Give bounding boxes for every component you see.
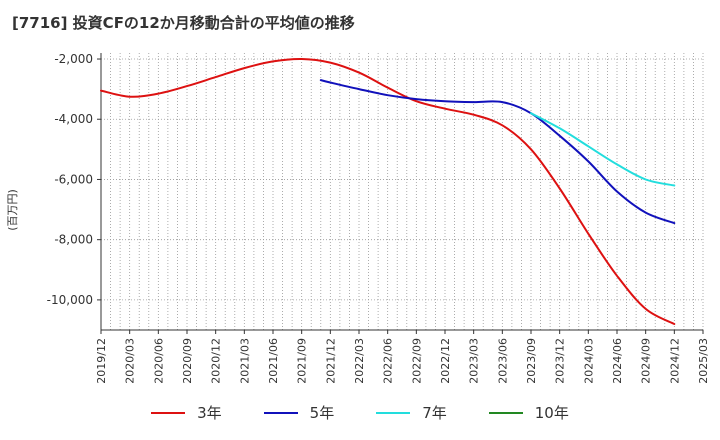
- x-tick-label: 2020/06: [152, 338, 165, 384]
- x-tick-label: 2021/03: [238, 338, 251, 384]
- legend-swatch: [488, 411, 523, 414]
- chart-title: [7716] 投資CFの12か月移動合計の平均値の推移: [12, 14, 355, 32]
- legend-label: 3年: [197, 404, 222, 422]
- x-tick-label: 2022/09: [410, 338, 423, 384]
- legend-swatch: [263, 411, 298, 414]
- x-tick-label: 2022/06: [382, 338, 395, 384]
- legend-label: 10年: [534, 404, 569, 422]
- y-tick-label: -2,000: [54, 52, 93, 66]
- line-chart: -2,000 -4,000 -6,000 -8,000 -10,000 2019/12 20…: [47, 52, 710, 384]
- x-tick-label: 2023/12: [554, 338, 567, 384]
- legend-item-4: 10年: [488, 402, 569, 423]
- x-tick-label: 2023/06: [496, 338, 509, 384]
- x-tick-label: 2022/12: [439, 338, 452, 384]
- legend: 3年 5年 7年 10年: [0, 402, 720, 423]
- legend-label: 7年: [422, 404, 447, 422]
- series-line-2: [319, 79, 676, 225]
- legend-item-3: 7年: [376, 402, 447, 423]
- x-tick-label: 2025/03: [697, 338, 710, 384]
- legend-item-2: 5年: [263, 402, 335, 423]
- legend-swatch: [151, 411, 186, 414]
- x-tick-label: 2024/06: [611, 338, 624, 384]
- x-tick-label: 2020/09: [181, 338, 194, 384]
- x-tick-label: 2021/12: [324, 338, 337, 384]
- x-tick-label: 2022/03: [353, 338, 366, 384]
- y-tick-label: -8,000: [54, 233, 93, 247]
- x-tick-label: 2024/12: [668, 338, 681, 384]
- x-tick-label: 2021/09: [296, 338, 309, 384]
- y-tick-label: -4,000: [54, 112, 93, 126]
- series-line-1: [100, 57, 676, 325]
- x-tick-label: 2024/03: [582, 338, 595, 384]
- y-tick-label: -10,000: [47, 293, 93, 307]
- series-line-3: [530, 112, 676, 187]
- x-tick-label: 2021/06: [267, 338, 280, 384]
- x-tick-label: 2019/12: [95, 338, 108, 384]
- legend-item-1: 3年: [151, 402, 222, 423]
- x-tick-label: 2020/12: [210, 338, 223, 384]
- x-tick-label: 2020/03: [124, 338, 137, 384]
- y-tick-label: -6,000: [54, 172, 93, 186]
- plot-area: [101, 53, 703, 330]
- x-tick-label: 2023/03: [468, 338, 481, 384]
- x-tick-label: 2023/09: [525, 338, 538, 384]
- legend-swatch: [376, 411, 411, 414]
- x-tick-label: 2024/09: [640, 338, 653, 384]
- legend-label: 5年: [309, 404, 335, 422]
